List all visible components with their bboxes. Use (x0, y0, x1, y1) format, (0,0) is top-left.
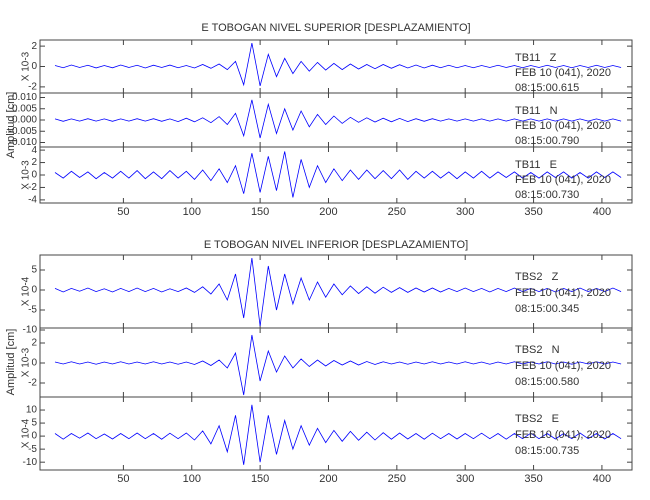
y-tick-label: -5 (28, 444, 37, 455)
y-tick-label: 10 (26, 405, 38, 416)
scale-label: X 10-3 (21, 347, 32, 377)
date-label: FEB 10 (041), 2020 (515, 120, 611, 132)
x-tick-label: 50 (117, 206, 129, 218)
time-label: 08:15:00.580 (515, 376, 579, 388)
y-tick-label: 0.000 (12, 115, 37, 126)
time-label: 08:15:00.735 (515, 445, 579, 457)
y-axis-label: Amplitud [cm] (5, 329, 17, 396)
trace (54, 334, 622, 396)
trace (54, 43, 622, 87)
y-tick-label: 0 (31, 358, 37, 369)
scale-label: X 10-4 (21, 276, 32, 306)
x-tick-label: 150 (251, 473, 269, 485)
y-tick-label: -0.010 (9, 137, 38, 148)
x-tick-label: 200 (319, 206, 337, 218)
x-tick-label: 50 (117, 473, 129, 485)
y-tick-label: -2 (28, 82, 37, 93)
y-tick-label: -2 (28, 182, 37, 193)
station-label: TB11 E (515, 159, 557, 171)
y-tick-label: -5 (28, 305, 37, 316)
date-label: FEB 10 (041), 2020 (515, 174, 611, 186)
y-tick-label: 0.010 (12, 92, 37, 103)
y-tick-label: -2 (28, 378, 37, 389)
y-tick-label: 4 (31, 145, 37, 156)
y-axis-label: Amplitud [cm] (5, 92, 17, 159)
x-tick-label: 250 (388, 206, 406, 218)
x-tick-label: 400 (593, 206, 611, 218)
date-label: FEB 10 (041), 2020 (515, 429, 611, 441)
x-tick-label: 350 (524, 473, 542, 485)
y-tick-label: 2 (31, 157, 37, 168)
time-label: 08:15:00.615 (515, 82, 579, 94)
station-label: TB11 Z (515, 52, 557, 64)
station-label: TBS2 Z (515, 271, 559, 283)
x-tick-label: 400 (593, 473, 611, 485)
date-label: FEB 10 (041), 2020 (515, 67, 611, 79)
y-tick-label: 5 (31, 265, 37, 276)
x-tick-label: 350 (524, 206, 542, 218)
date-label: FEB 10 (041), 2020 (515, 360, 611, 372)
panel-frame (39, 396, 633, 471)
y-tick-label: 2 (31, 41, 37, 52)
x-tick-label: 150 (251, 206, 269, 218)
y-tick-label: -10 (23, 325, 38, 336)
station-label: TBS2 E (515, 413, 559, 425)
trace (54, 404, 622, 465)
y-tick-label: -0.005 (9, 126, 38, 137)
trace (54, 257, 622, 327)
trace (54, 99, 622, 139)
chart-title: E TOBOGAN NIVEL SUPERIOR [DESPLAZAMIENTO… (201, 22, 470, 34)
x-tick-label: 250 (388, 473, 406, 485)
scale-label: X 10-3 (21, 160, 32, 190)
y-tick-label: 0 (31, 431, 37, 442)
scale-label: X 10-3 (21, 51, 32, 81)
scale-label: X 10-4 (21, 418, 32, 448)
trace (54, 151, 622, 198)
station-label: TB11 N (515, 105, 558, 117)
x-tick-label: 100 (183, 206, 201, 218)
time-label: 08:15:00.730 (515, 189, 579, 201)
x-tick-label: 300 (456, 473, 474, 485)
y-tick-label: 0 (31, 61, 37, 72)
y-tick-label: 2 (31, 338, 37, 349)
time-label: 08:15:00.790 (515, 135, 579, 147)
x-tick-label: 100 (183, 473, 201, 485)
chart-title: E TOBOGAN NIVEL INFERIOR [DESPLAZAMIENTO… (204, 239, 468, 251)
x-tick-label: 200 (319, 473, 337, 485)
y-tick-label: 5 (31, 418, 37, 429)
x-tick-label: 300 (456, 206, 474, 218)
y-tick-label: 0 (31, 285, 37, 296)
y-tick-label: -4 (28, 195, 37, 206)
station-label: TBS2 N (515, 344, 560, 356)
y-tick-label: 0.005 (12, 103, 37, 114)
y-tick-label: -10 (23, 457, 38, 468)
date-label: FEB 10 (041), 2020 (515, 287, 611, 299)
time-label: 08:15:00.345 (515, 303, 579, 315)
y-tick-label: 0 (31, 170, 37, 181)
